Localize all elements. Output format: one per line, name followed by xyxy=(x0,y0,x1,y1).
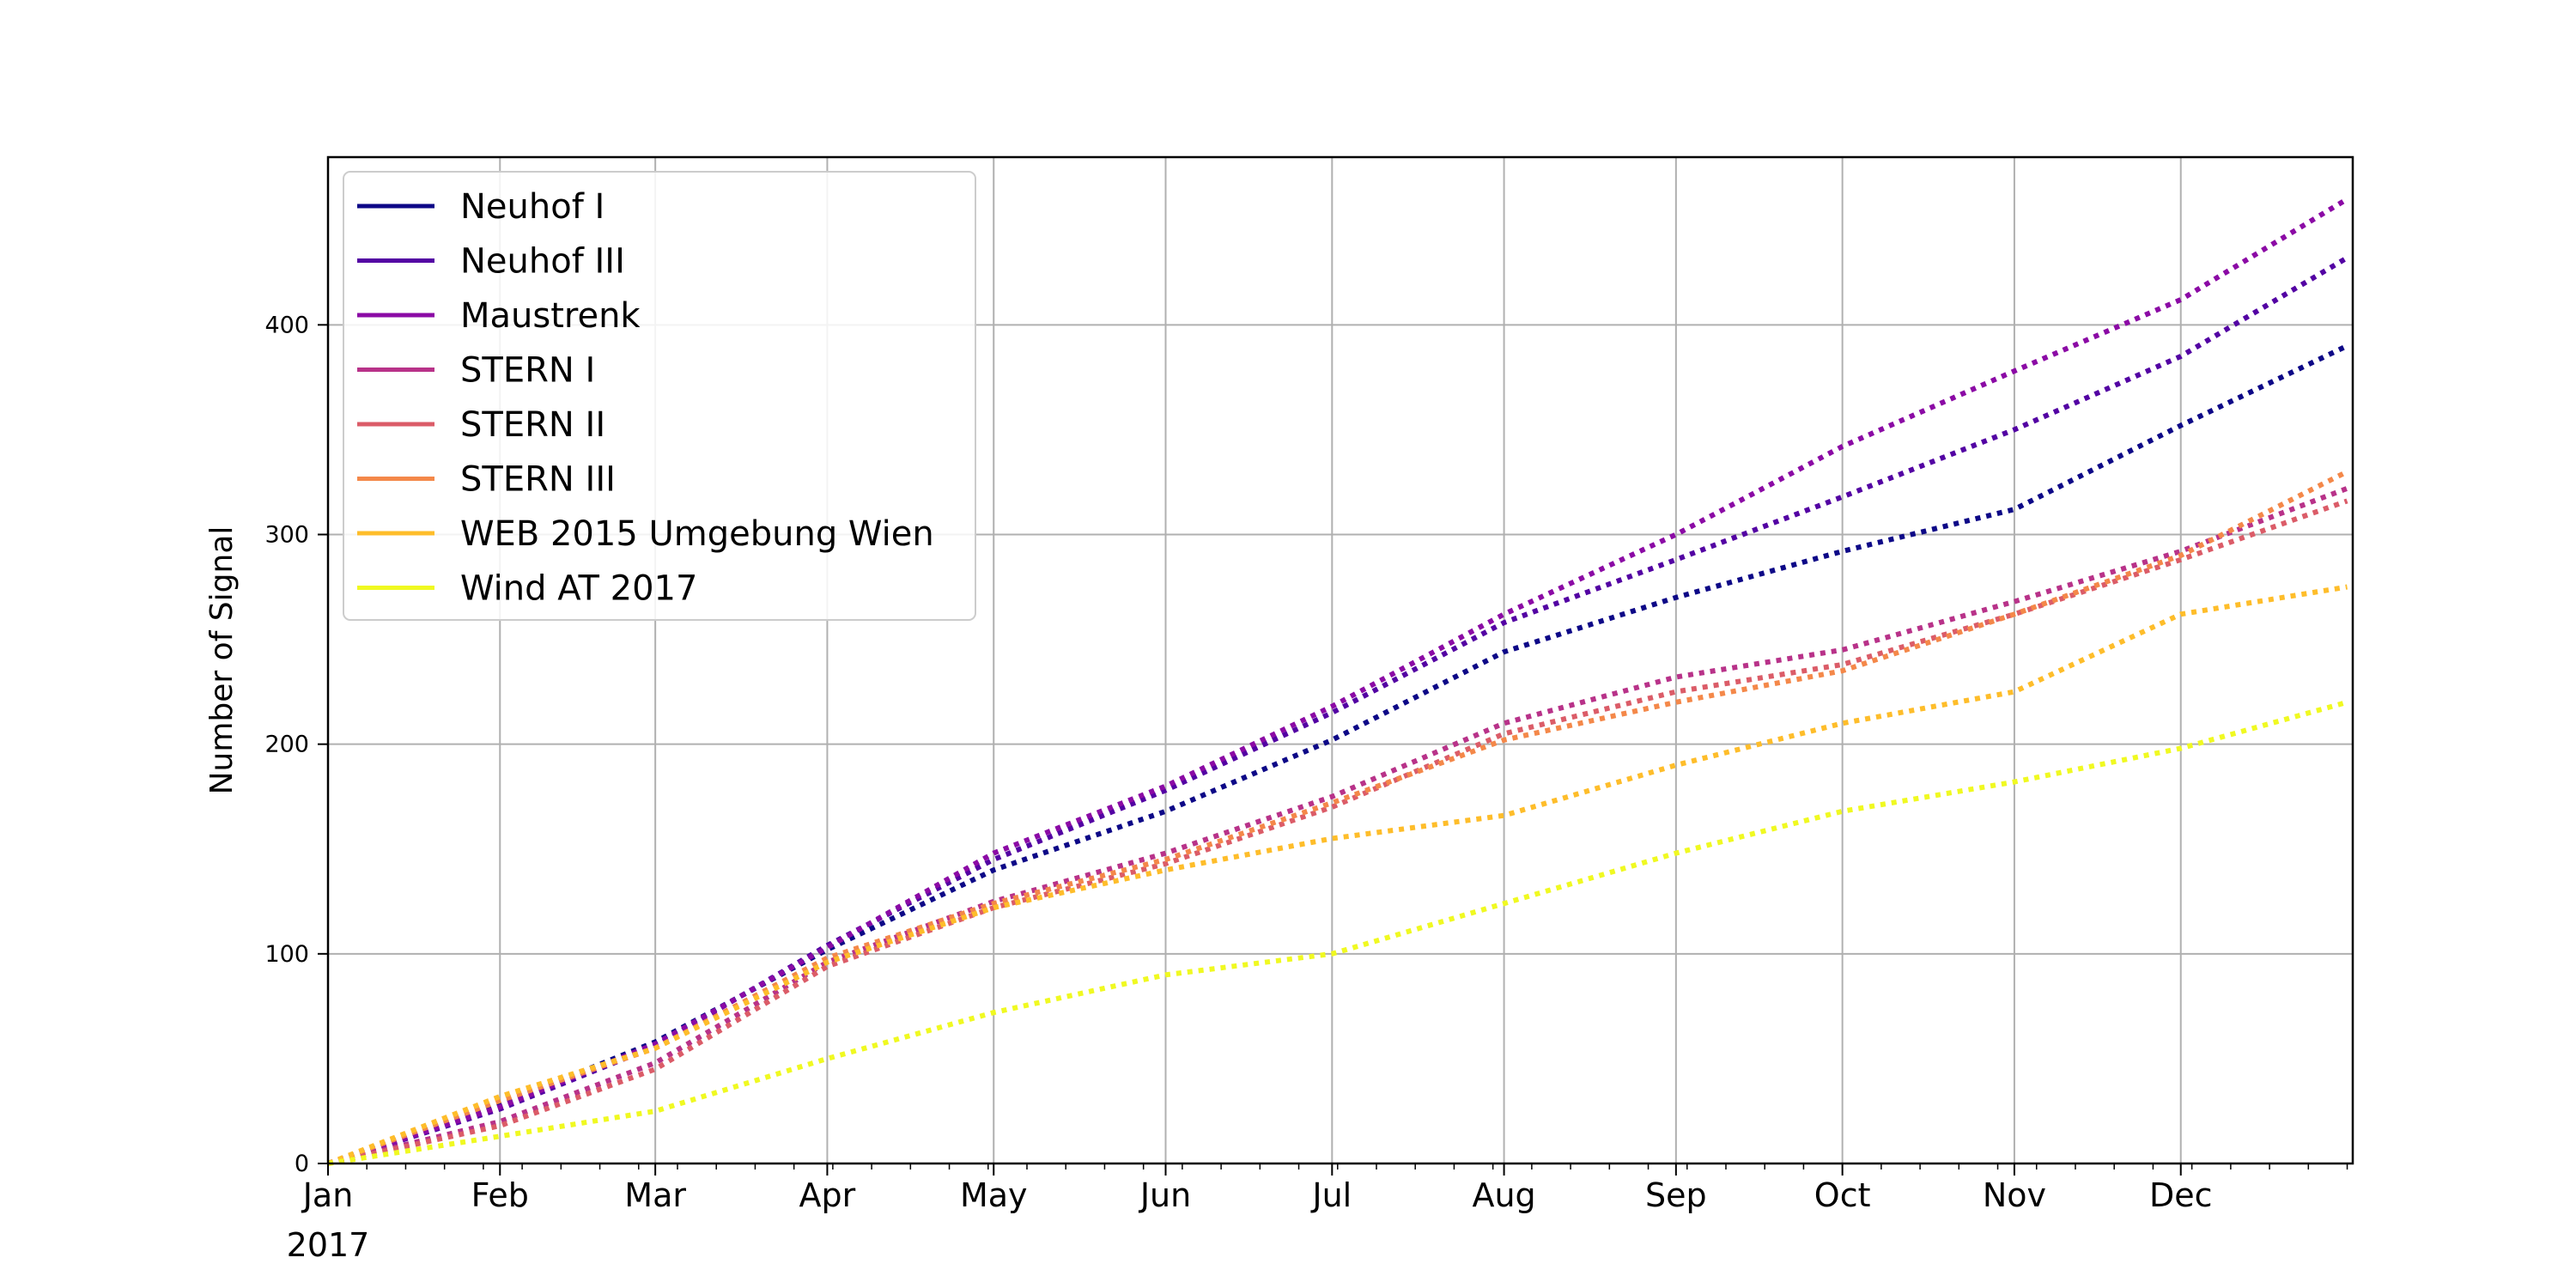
x-tick-label: Jun xyxy=(1139,1176,1191,1214)
y-tick-label: 300 xyxy=(264,522,309,549)
legend-label: Neuhof I xyxy=(460,187,605,227)
series-line xyxy=(327,485,2348,1166)
legend-label: WEB 2015 Umgebung Wien xyxy=(460,514,934,554)
x-tick-label: Oct xyxy=(1814,1176,1871,1214)
y-tick-label: 200 xyxy=(264,732,309,758)
y-axis: 0 100 200 300 400 xyxy=(264,312,328,1177)
legend-label: Neuhof III xyxy=(460,242,625,282)
legend-box xyxy=(343,171,976,621)
series-layer xyxy=(326,197,2349,1166)
legend-label: STERN III xyxy=(460,460,616,500)
legend: Neuhof I Neuhof III Maustrenk STERN I STERN … xyxy=(343,171,976,621)
x-tick-label: Sep xyxy=(1645,1176,1707,1214)
x-tick-label: May xyxy=(960,1176,1028,1214)
x-tick-label: Feb xyxy=(471,1176,529,1214)
x-tick-label: Jan xyxy=(301,1176,354,1214)
y-tick-label: 0 xyxy=(295,1151,309,1177)
x-tick-label: Aug xyxy=(1472,1176,1535,1214)
y-tick-label: 100 xyxy=(264,941,309,968)
x-axis: Jan Feb Mar Apr May Jun Jul Aug Sep Oct Nov Dec xyxy=(301,1163,2348,1214)
x-axis-year-label: 2017 xyxy=(287,1226,370,1264)
legend-label: STERN II xyxy=(460,405,605,445)
legend-label: Maustrenk xyxy=(460,296,641,336)
x-tick-label: Mar xyxy=(624,1176,686,1214)
series-line xyxy=(326,584,2348,1166)
x-tick-label: Nov xyxy=(1983,1176,2046,1214)
series-line xyxy=(327,699,2348,1166)
x-tick-label: Jul xyxy=(1310,1176,1352,1214)
legend-label: STERN I xyxy=(460,351,595,391)
y-tick-label: 400 xyxy=(264,312,309,338)
x-tick-label: Dec xyxy=(2149,1176,2213,1214)
series-line xyxy=(327,197,2349,1166)
y-axis-label: Number of Signal xyxy=(204,526,240,795)
x-tick-label: Apr xyxy=(799,1176,856,1214)
plot-frame xyxy=(326,155,2354,1165)
legend-label: Wind AT 2017 xyxy=(460,569,697,609)
